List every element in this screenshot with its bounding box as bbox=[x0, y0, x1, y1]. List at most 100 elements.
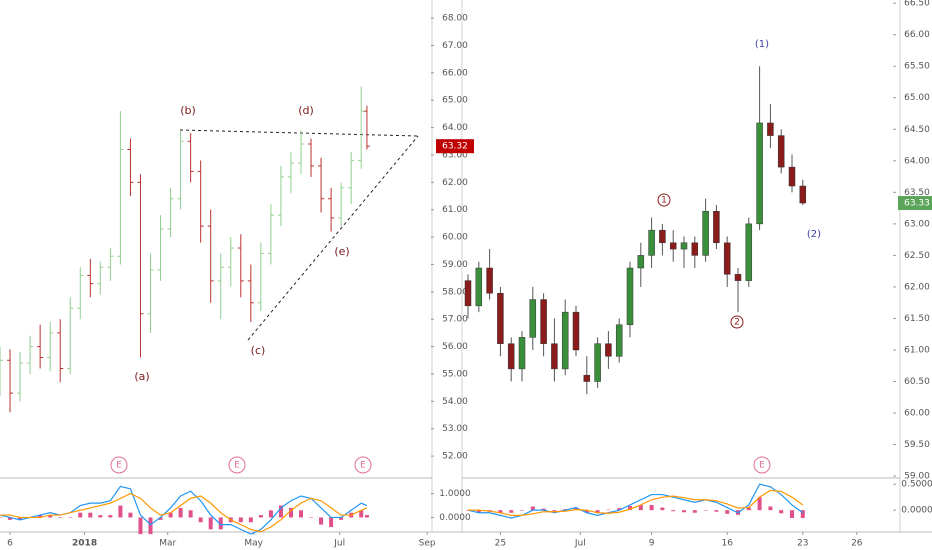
y-tick-label: 61.50 bbox=[904, 314, 930, 324]
wave-label: (2) bbox=[807, 229, 821, 240]
histogram-bar bbox=[520, 510, 524, 511]
histogram-bar bbox=[268, 510, 273, 518]
histogram-bar bbox=[48, 515, 53, 518]
histogram-bar bbox=[359, 510, 364, 518]
histogram-bar bbox=[725, 510, 730, 514]
candle-body bbox=[615, 324, 623, 357]
histogram-bar bbox=[38, 515, 43, 518]
wave-circle bbox=[657, 193, 671, 207]
candle-body bbox=[756, 122, 763, 225]
candle-body bbox=[788, 166, 796, 187]
candle-body bbox=[594, 343, 601, 382]
candle-body bbox=[680, 242, 688, 250]
histogram-bar bbox=[649, 504, 654, 511]
wave-label: 1 bbox=[661, 196, 667, 206]
candle-body bbox=[572, 311, 580, 351]
last-price-label: 63.33 bbox=[904, 199, 930, 209]
y-tick-label: 52.00 bbox=[442, 452, 468, 462]
histogram-bar bbox=[692, 510, 697, 513]
histogram-bar bbox=[595, 510, 600, 513]
histogram-bar bbox=[98, 515, 103, 518]
wave-label: (b) bbox=[180, 104, 196, 117]
wave-label: (e) bbox=[334, 245, 349, 258]
y-tick-label: 56.00 bbox=[442, 342, 468, 352]
x-tick-label: Sep bbox=[419, 539, 436, 549]
wave-label: E bbox=[116, 461, 122, 471]
y-tick-label: 64.00 bbox=[442, 123, 468, 133]
histogram-bar bbox=[790, 510, 794, 518]
wave-label: E bbox=[759, 461, 765, 471]
y-tick-label: 66.50 bbox=[904, 0, 930, 9]
histogram-bar bbox=[128, 512, 133, 518]
x-tick-label: 9 bbox=[649, 539, 655, 549]
y-tick-label: 63.00 bbox=[442, 150, 468, 160]
histogram-bar bbox=[746, 507, 751, 511]
histogram-bar bbox=[108, 515, 113, 518]
signal-line bbox=[0, 492, 368, 533]
y-tick-label: 68.00 bbox=[442, 14, 468, 24]
histogram-bar bbox=[703, 510, 708, 511]
candle-body bbox=[637, 255, 645, 269]
x-tick-label: May bbox=[244, 539, 263, 549]
candle-body bbox=[540, 299, 547, 344]
y-tick-label: 65.50 bbox=[904, 62, 930, 72]
histogram-bar bbox=[68, 517, 73, 518]
y-tick-label: 63.50 bbox=[904, 188, 930, 198]
histogram-bar bbox=[0, 517, 2, 518]
candle-body bbox=[529, 299, 537, 338]
histogram-bar bbox=[671, 510, 676, 512]
histogram-bar bbox=[339, 517, 344, 520]
candle-body bbox=[518, 337, 526, 370]
indicator-tick-label: 0.0000 bbox=[439, 513, 471, 523]
candle-body bbox=[486, 267, 493, 294]
histogram-bar bbox=[198, 517, 203, 523]
wave-label: E bbox=[234, 461, 240, 471]
y-tick-label: 60.00 bbox=[904, 409, 930, 419]
y-tick-label: 65.00 bbox=[442, 96, 468, 106]
histogram-bar bbox=[329, 517, 334, 527]
histogram-bar bbox=[498, 510, 503, 513]
histogram-bar bbox=[530, 506, 535, 511]
candle-body bbox=[464, 280, 472, 307]
candle-body bbox=[605, 343, 612, 357]
histogram-bar bbox=[248, 517, 253, 523]
histogram-bar bbox=[18, 517, 23, 520]
histogram-bar bbox=[617, 508, 622, 511]
histogram-bar bbox=[299, 510, 303, 518]
y-tick-label: 66.00 bbox=[904, 30, 930, 40]
indicator-tick-label: 0.5000 bbox=[901, 480, 932, 490]
y-tick-label: 60.00 bbox=[442, 233, 468, 243]
candle-body bbox=[767, 122, 774, 136]
indicator-tick-label: 1.0000 bbox=[439, 489, 471, 499]
indicator-tick-label: 0.0000 bbox=[901, 506, 932, 516]
histogram-bar bbox=[78, 512, 83, 518]
histogram-bar bbox=[8, 517, 13, 520]
candle-body bbox=[734, 274, 742, 281]
candle-body bbox=[691, 242, 699, 256]
histogram-bar bbox=[58, 517, 63, 518]
wave-label: (a) bbox=[134, 370, 149, 383]
candle-body bbox=[777, 135, 785, 168]
histogram-bar bbox=[218, 517, 223, 530]
event-marker bbox=[110, 456, 128, 474]
y-tick-label: 59.00 bbox=[904, 472, 930, 482]
last-price-label: 63.32 bbox=[442, 142, 468, 152]
candle-body bbox=[497, 292, 504, 344]
y-tick-label: 57.00 bbox=[442, 315, 468, 325]
histogram-bar bbox=[768, 506, 773, 511]
x-tick-label: 6 bbox=[7, 539, 13, 549]
histogram-bar bbox=[476, 510, 481, 513]
x-tick-label: 23 bbox=[797, 539, 808, 549]
candle-body bbox=[713, 211, 720, 244]
histogram-bar bbox=[584, 510, 589, 513]
x-tick-label: 2018 bbox=[72, 539, 97, 549]
candle-body bbox=[745, 223, 753, 281]
wave-label: (1) bbox=[755, 39, 769, 50]
histogram-bar bbox=[628, 506, 632, 511]
y-tick-label: 54.00 bbox=[442, 397, 468, 407]
y-tick-label: 63.00 bbox=[904, 219, 930, 229]
candle-body bbox=[551, 343, 558, 370]
last-price-tag bbox=[436, 139, 474, 154]
event-marker bbox=[354, 456, 372, 474]
histogram-bar bbox=[309, 517, 314, 518]
